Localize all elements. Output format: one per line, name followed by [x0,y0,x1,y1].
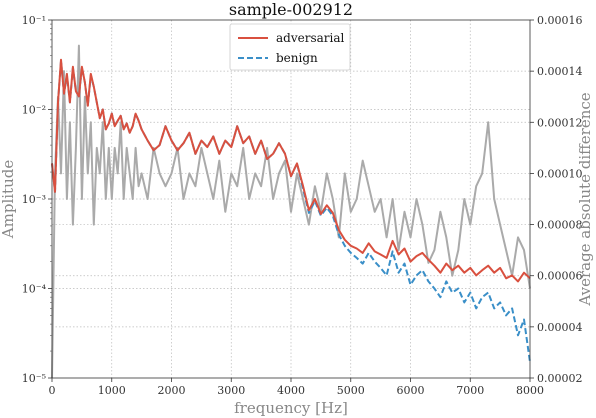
legend: adversarial benign [229,23,351,71]
y2-tick-label: 0.00004 [537,321,583,334]
x-tick-label: 5000 [337,384,365,397]
x-axis-title: frequency [Hz] [234,399,348,417]
y-tick-label: 10⁻¹ [22,14,46,27]
y2-tick-label: 0.00010 [537,167,583,180]
x-tick-label: 6000 [397,384,425,397]
y2-axis-title: Average absolute difference [576,92,594,306]
legend-label-benign: benign [276,51,318,65]
x-tick-label: 1000 [98,384,126,397]
y-tick-label: 10⁻³ [22,193,46,206]
series-line-average-absolute-difference [51,44,531,379]
y-tick-label: 10⁻⁵ [22,372,46,385]
y2-tick-label: 0.00006 [537,270,583,283]
x-tick-label: 7000 [456,384,484,397]
legend-label-adversarial: adversarial [276,31,344,45]
y2-tick-label: 0.00016 [537,14,583,27]
chart-title: sample-002912 [229,0,353,19]
x-tick-label: 3000 [217,384,245,397]
x-tick-label: 2000 [158,384,186,397]
series-line-adversarial [51,58,531,283]
y2-tick-label: 0.00014 [537,65,583,78]
y2-tick-label: 0.00008 [537,219,583,232]
y-axis-title: Amplitude [0,160,17,240]
series-line-benign [51,59,531,363]
y-tick-label: 10⁻² [22,104,46,117]
x-tick-label: 0 [49,384,56,397]
y2-tick-label: 0.00012 [537,116,583,129]
y2-tick-label: 0.00002 [537,372,583,385]
ticks-layer: 0 1000 2000 3000 4000 5000 6000 7000 8000 10⁻⁵ 10⁻… [22,14,583,397]
y-tick-label: 10⁻⁴ [22,283,47,296]
series-layer [51,44,531,379]
x-tick-label: 8000 [516,384,544,397]
x-tick-label: 4000 [277,384,305,397]
